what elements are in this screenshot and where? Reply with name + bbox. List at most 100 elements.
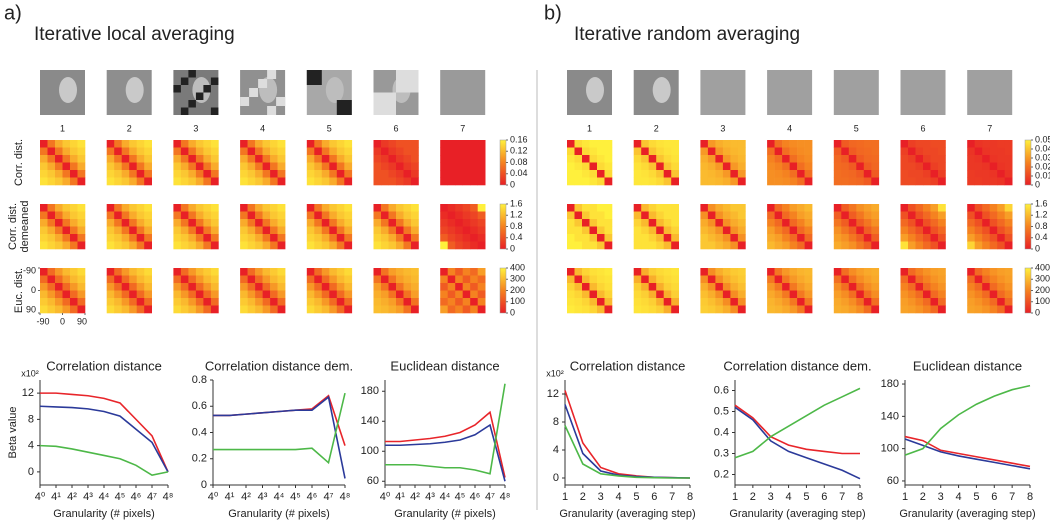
matrix-cell [47,283,56,291]
matrix-cell [707,170,716,178]
matrix-cell [967,234,975,242]
matrix-cell [671,177,679,186]
matrix-cell [863,226,872,235]
matrix-cell [240,147,248,156]
x-tick-label: 4² [67,491,77,503]
matrix-cell [633,170,642,178]
matrix-cell [707,177,716,186]
matrix-cell [121,226,130,235]
matrix-cell [908,140,916,148]
matrix-cell [582,298,590,306]
matrix-cell [270,162,278,171]
matrix-cell [210,283,219,291]
x-tick-label: 4 [956,491,962,503]
colorbar-tick-label: 1.6 [510,198,523,208]
matrix-cell [180,170,189,178]
x-tick-label: 6 [991,491,997,503]
matrix-cell [856,219,865,227]
matrix-cell [974,170,983,178]
matrix-cell [462,283,471,291]
matrix-cell [321,162,330,171]
matrix-cell [567,275,575,284]
matrix-cell [144,290,152,299]
matrix-cell [997,170,1005,178]
matrix-cell [663,211,672,220]
matrix-cell [477,226,486,235]
matrix-cell [77,290,86,299]
matrix-cell [440,226,448,235]
matrix-cell [789,226,798,235]
matrix-cell [447,305,456,314]
y-tick-label: 12 [547,388,559,400]
matrix-cell [129,305,137,314]
x-tick-label: 4¹ [51,491,61,503]
matrix-cell [967,290,975,299]
matrix-cell [923,298,931,306]
matrix-cell [210,275,219,284]
matrix-cell [597,226,605,235]
matrix-cell [210,211,219,220]
matrix-cell [656,155,664,163]
matrix-cell [574,298,583,306]
matrix-cell [1004,290,1013,299]
matrix-cell [856,204,865,212]
matrix-cell [863,275,872,284]
x-tick-label: 4⁸ [500,491,511,503]
matrix-cell [923,155,931,163]
matrix-cell [121,211,130,220]
thumbnail [833,70,879,115]
matrix-cell [707,219,716,227]
matrix-cell [144,268,152,276]
matrix-cell [700,170,709,178]
matrix-cell [77,275,86,284]
matrix-cell [782,241,790,250]
matrix-cell [329,140,338,148]
matrix-cell [974,162,983,171]
matrix-cell [722,162,731,171]
y-tick-label: 0.6 [714,384,729,396]
matrix-tick-label: 90 [77,316,87,326]
matrix-cell [203,147,212,156]
matrix-cell [871,170,880,178]
matrix-cell [203,275,212,284]
x-tick-label: 4⁰ [35,491,46,503]
matrix-cell [938,268,946,276]
matrix-cell [789,147,798,156]
matrix-cell [440,234,448,242]
matrix-cell [923,170,931,178]
matrix-cell [70,140,78,148]
matrix-cell [47,275,56,284]
matrix-cell [40,226,48,235]
matrix-cell [967,241,975,250]
matrix-cell [774,305,783,314]
matrix-cell [240,298,248,306]
matrix-cell [188,140,197,148]
matrix-cell [306,147,315,156]
matrix-cell [188,147,197,156]
matrix-cell [715,226,724,235]
matrix-cell [597,177,605,186]
matrix-cell [737,219,746,227]
series-line [385,423,506,482]
matrix-cell [195,234,204,242]
matrix-cell [597,290,605,299]
matrix-cell [188,275,197,284]
matrix-cell [47,204,56,212]
matrix-cell [70,211,78,220]
x-axis-label: Granularity (averaging step) [559,508,695,520]
matrix-cell [55,177,63,186]
matrix-cell [144,177,152,186]
matrix-cell [306,275,315,284]
matrix-cell [841,177,850,186]
matrix-cell [173,155,182,163]
matrix-cell [62,290,71,299]
matrix-cell [597,211,605,220]
matrix-cell [396,290,404,299]
matrix-cell [314,155,323,163]
matrix-cell [774,155,783,163]
matrix-cell [40,162,48,171]
matrix-cell [1004,170,1013,178]
matrix-cell [462,305,471,314]
matrix-cell [789,275,798,284]
matrix-cell [329,241,338,250]
